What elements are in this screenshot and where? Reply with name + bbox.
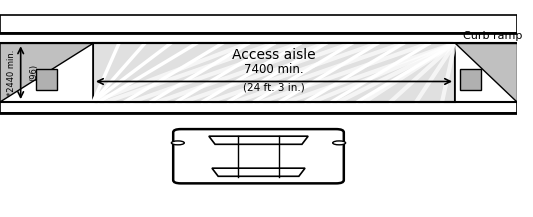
FancyBboxPatch shape [173, 129, 344, 183]
Polygon shape [209, 136, 308, 144]
Polygon shape [0, 43, 93, 102]
Bar [36, 69, 57, 90]
Polygon shape [212, 168, 305, 176]
Bar [93, 43, 455, 102]
Bar [455, 43, 517, 102]
Ellipse shape [333, 141, 345, 145]
Ellipse shape [172, 141, 184, 145]
Text: *2440 min.: *2440 min. [6, 49, 15, 96]
Bar [0, 102, 517, 113]
Text: Curb ramp: Curb ramp [463, 31, 522, 41]
Text: 7400 min.: 7400 min. [244, 63, 304, 76]
Text: (96): (96) [29, 64, 38, 81]
Polygon shape [455, 43, 517, 102]
Bar [0, 43, 93, 102]
Text: (24 ft. 3 in.): (24 ft. 3 in.) [243, 82, 305, 93]
Bar [0, 15, 517, 33]
Bar [460, 69, 481, 90]
Text: Access aisle: Access aisle [232, 48, 316, 62]
